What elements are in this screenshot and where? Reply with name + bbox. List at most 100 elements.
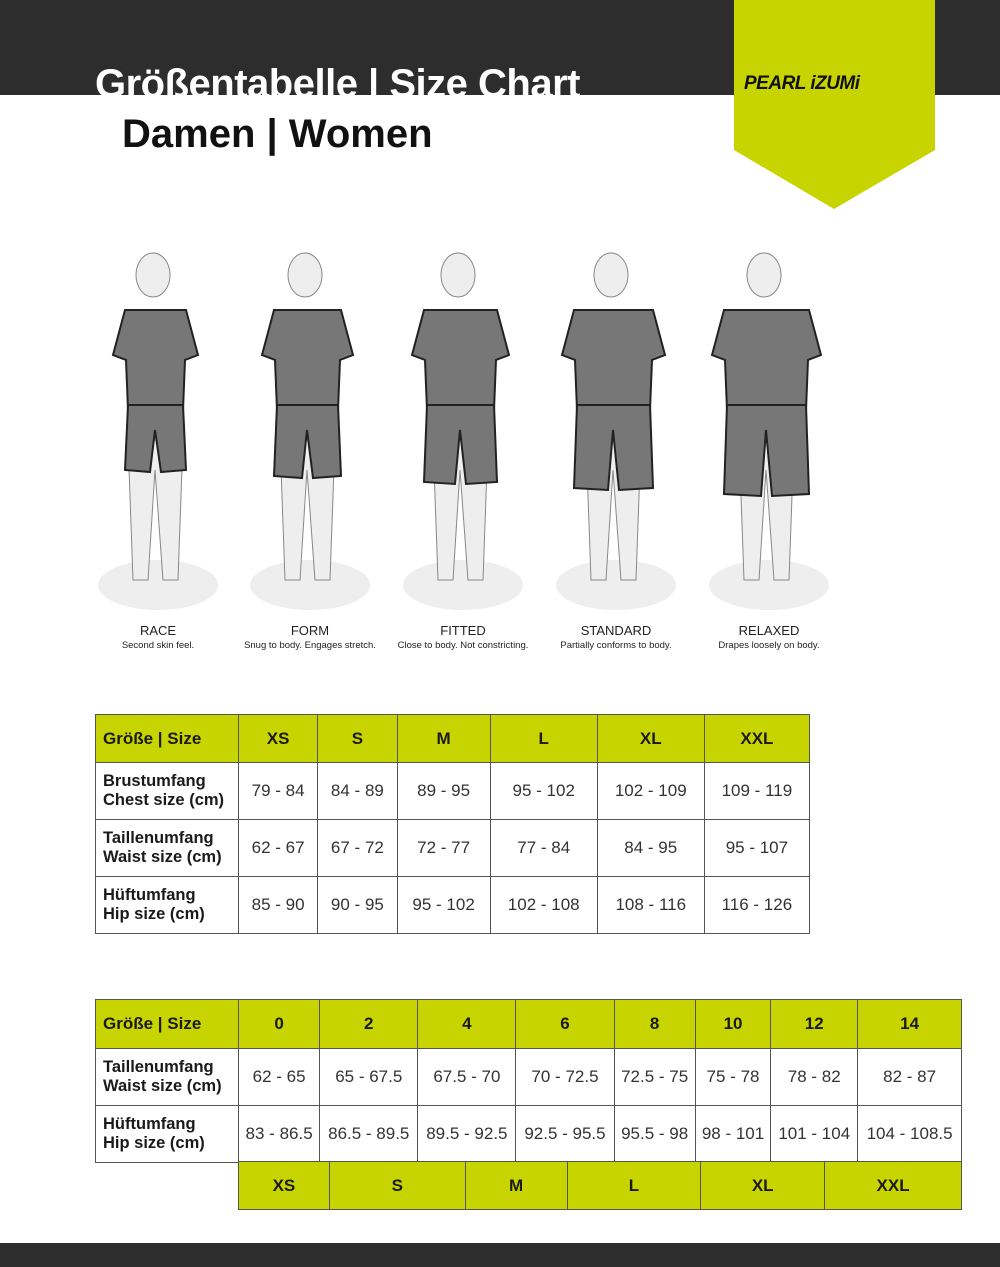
size-column-header: 10 [694,999,772,1049]
size-value: 84 - 95 [596,819,705,877]
size-value: 62 - 65 [237,1048,321,1106]
size-value: 70 - 72.5 [515,1048,615,1106]
fit-race: RACE Second skin feel. [78,623,238,651]
size-column-header: 6 [515,999,615,1049]
row-label: Hüftumfang Hip size (cm) [95,1105,239,1163]
size-value: 102 - 109 [596,762,705,820]
brand-banner [734,0,935,209]
size-value: 72 - 77 [396,819,491,877]
row-label: Taillenumfang Waist size (cm) [95,819,239,877]
size-value: 90 - 95 [317,876,398,934]
size-value: 108 - 116 [596,876,705,934]
size-value: 92.5 - 95.5 [515,1105,615,1163]
size-value: 84 - 89 [317,762,398,820]
size-value: 89 - 95 [396,762,491,820]
brand-logo: PEARL iZUMi [744,73,860,94]
fit-description: Snug to body. Engages stretch. [244,640,376,651]
size-value: 102 - 108 [489,876,598,934]
row-label: Brustumfang Chest size (cm) [95,762,239,820]
size-value: 95 - 107 [703,819,811,877]
size-column-header: XS [237,714,319,763]
letter-size: L [566,1161,702,1210]
table-row: Hüftumfang Hip size (cm) 83 - 86.5 86.5 - 8… [95,1105,962,1163]
size-value: 109 - 119 [703,762,811,820]
size-value: 95 - 102 [489,762,598,820]
fit-figure [250,252,370,610]
size-column-header: 0 [237,999,321,1049]
fit-form: FORM Snug to body. Engages stretch. [230,623,390,651]
letter-size: XS [238,1161,330,1210]
table-row: Taillenumfang Waist size (cm) 62 - 65 65 - … [95,1048,962,1106]
size-column-header: 12 [770,999,859,1049]
label-de: Taillenumfang [103,1058,214,1076]
fit-name: RACE [139,623,177,638]
label-de: Brustumfang [103,772,206,790]
fit-name: STANDARD [580,623,652,638]
size-column-header: 4 [417,999,517,1049]
size-value: 82 - 87 [857,1048,962,1106]
label-de: Hüftumfang [103,886,196,904]
label-en: Chest size (cm) [103,791,225,809]
page-title: Größentabelle | Size Chart [95,62,580,95]
size-value: 67.5 - 70 [417,1048,517,1106]
fit-figure [403,252,523,610]
size-value: 116 - 126 [703,876,811,934]
size-value: 95 - 102 [396,876,491,934]
fit-standard: STANDARD Partially conforms to body. [536,623,696,651]
letter-size: S [328,1161,466,1210]
size-value: 98 - 101 [694,1105,772,1163]
fit-fitted: FITTED Close to body. Not constricting. [383,623,543,651]
size-header: Größe | Size [95,999,239,1049]
fit-description: Close to body. Not constricting. [397,640,529,651]
size-value: 89.5 - 92.5 [417,1105,517,1163]
size-column-header: XXL [703,714,811,763]
table-row: Brustumfang Chest size (cm) 79 - 84 84 - 89… [95,762,811,820]
footer-band [0,1243,1000,1267]
size-column-header: XL [596,714,705,763]
size-value: 95.5 - 98 [613,1105,696,1163]
size-value: 62 - 67 [237,819,319,877]
fit-figure [98,252,218,610]
page-subtitle: Damen | Women [122,112,433,156]
label-de: Hüftumfang [103,1115,196,1133]
size-value: 78 - 82 [770,1048,859,1106]
size-value: 86.5 - 89.5 [319,1105,419,1163]
size-value: 75 - 78 [694,1048,772,1106]
size-value: 83 - 86.5 [237,1105,321,1163]
size-column-header: 8 [613,999,696,1049]
size-column-header: 14 [857,999,962,1049]
letter-size: M [464,1161,568,1210]
label-en: Hip size (cm) [103,905,205,923]
fit-relaxed: RELAXED Drapes loosely on body. [689,623,849,651]
fit-description: Second skin feel. [121,640,195,651]
size-value: 77 - 84 [489,819,598,877]
fit-figure [709,252,829,610]
fit-name: FORM [290,623,330,638]
label-de: Taillenumfang [103,829,214,847]
fit-description: Drapes loosely on body. [718,640,820,651]
size-value: 104 - 108.5 [857,1105,962,1163]
label-en: Waist size (cm) [103,848,222,866]
size-column-header: S [317,714,398,763]
letter-size: XXL [824,1161,962,1210]
fit-figure [556,252,676,610]
size-value: 67 - 72 [317,819,398,877]
size-value: 85 - 90 [237,876,319,934]
table-row: Taillenumfang Waist size (cm) 62 - 67 67 - … [95,819,811,877]
fit-name: FITTED [440,623,486,638]
label-en: Hip size (cm) [103,1134,205,1152]
size-value: 65 - 67.5 [319,1048,419,1106]
size-column-header: 2 [319,999,419,1049]
size-value: 79 - 84 [237,762,319,820]
size-header: Größe | Size [95,714,239,763]
letter-size: XL [700,1161,826,1210]
row-label: Taillenumfang Waist size (cm) [95,1048,239,1106]
fit-description: Partially conforms to body. [560,640,672,651]
size-table-bottoms: Größe | Size 0 2 4 6 8 10 12 14 Taillenumfang Wais… [95,999,962,1163]
fit-name: RELAXED [738,623,800,638]
row-label: Hüftumfang Hip size (cm) [95,876,239,934]
label-en: Waist size (cm) [103,1077,222,1095]
size-value: 101 - 104 [770,1105,859,1163]
size-column-header: L [489,714,598,763]
size-column-header: M [396,714,491,763]
